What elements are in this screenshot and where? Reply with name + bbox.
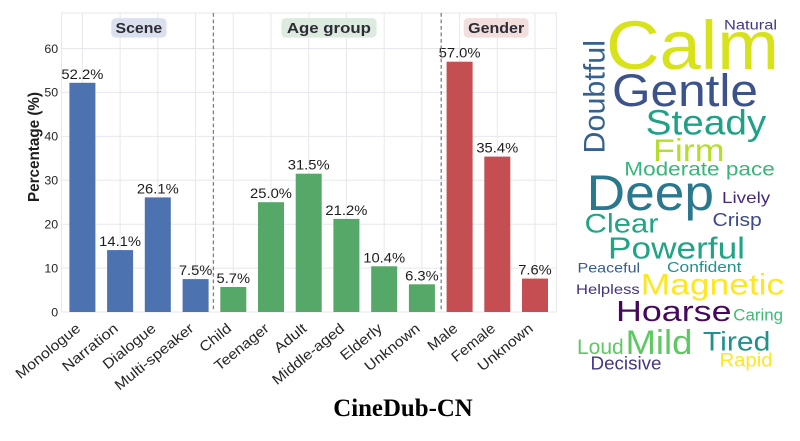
svg-text:Natural: Natural bbox=[724, 18, 777, 34]
svg-text:21.2%: 21.2% bbox=[325, 203, 367, 218]
svg-text:Deep: Deep bbox=[587, 164, 715, 221]
svg-text:30: 30 bbox=[44, 174, 58, 188]
svg-text:Loud: Loud bbox=[577, 336, 624, 359]
svg-text:Steady: Steady bbox=[646, 104, 767, 143]
svg-text:Firm: Firm bbox=[653, 133, 725, 168]
svg-text:Crisp: Crisp bbox=[713, 210, 762, 230]
svg-text:Confident: Confident bbox=[667, 260, 741, 276]
svg-text:Clear: Clear bbox=[585, 208, 659, 239]
svg-text:Rapid: Rapid bbox=[720, 351, 773, 372]
svg-text:Doubtful: Doubtful bbox=[579, 40, 612, 154]
svg-text:10: 10 bbox=[44, 261, 58, 275]
svg-text:Mild: Mild bbox=[626, 324, 693, 362]
svg-text:Caring: Caring bbox=[733, 307, 783, 325]
svg-text:52.2%: 52.2% bbox=[61, 67, 103, 82]
svg-text:Helpless: Helpless bbox=[576, 282, 640, 297]
svg-text:Hoarse: Hoarse bbox=[616, 296, 732, 328]
svg-text:7.5%: 7.5% bbox=[179, 263, 213, 278]
svg-text:Percentage (%): Percentage (%) bbox=[26, 92, 43, 202]
svg-text:60: 60 bbox=[44, 42, 58, 56]
svg-text:Scene: Scene bbox=[116, 21, 163, 37]
svg-text:10.4%: 10.4% bbox=[363, 250, 405, 265]
svg-text:Tired: Tired bbox=[703, 326, 771, 356]
svg-text:14.1%: 14.1% bbox=[99, 234, 141, 249]
svg-text:6.3%: 6.3% bbox=[405, 268, 439, 283]
svg-text:Decisive: Decisive bbox=[591, 353, 662, 374]
svg-text:0: 0 bbox=[51, 305, 58, 319]
svg-text:25.0%: 25.0% bbox=[250, 186, 292, 201]
svg-text:Moderate pace: Moderate pace bbox=[624, 158, 775, 180]
svg-text:Peaceful: Peaceful bbox=[578, 261, 641, 276]
svg-text:50: 50 bbox=[44, 86, 58, 100]
svg-text:5.7%: 5.7% bbox=[217, 271, 251, 286]
svg-text:20: 20 bbox=[44, 218, 58, 232]
svg-text:Calm: Calm bbox=[606, 7, 779, 84]
svg-text:Gender: Gender bbox=[468, 21, 524, 37]
svg-text:Lively: Lively bbox=[722, 190, 770, 207]
svg-text:40: 40 bbox=[44, 130, 58, 144]
svg-text:26.1%: 26.1% bbox=[137, 181, 179, 196]
svg-text:Powerful: Powerful bbox=[608, 231, 745, 266]
svg-text:57.0%: 57.0% bbox=[439, 46, 481, 61]
svg-text:CineDub-CN: CineDub-CN bbox=[333, 393, 473, 422]
svg-text:Age group: Age group bbox=[287, 21, 371, 37]
svg-text:Gentle: Gentle bbox=[612, 65, 758, 116]
svg-text:Magnetic: Magnetic bbox=[641, 268, 784, 301]
svg-text:7.6%: 7.6% bbox=[518, 263, 552, 278]
svg-text:31.5%: 31.5% bbox=[288, 158, 330, 173]
svg-text:35.4%: 35.4% bbox=[476, 141, 518, 156]
